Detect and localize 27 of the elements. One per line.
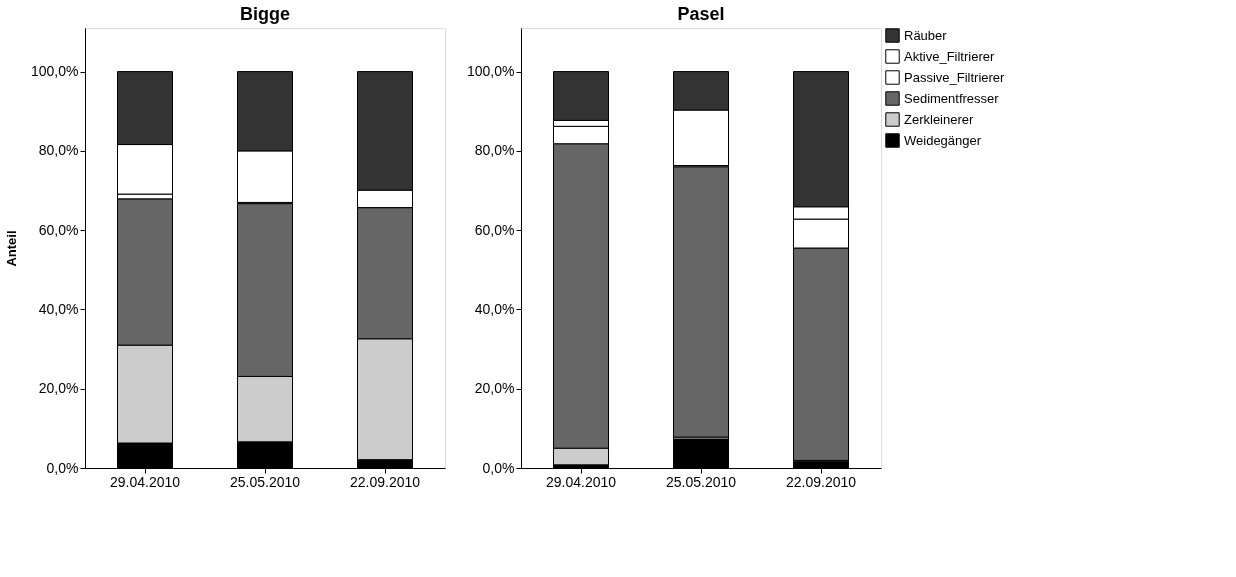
y-tick-label: 0,0% (46, 459, 79, 476)
y-tick-label: 80,0% (474, 142, 515, 159)
x-tick-label: 22.09.2010 (349, 473, 421, 490)
y-tick-label: 20,0% (38, 380, 79, 397)
legend-label: Zerkleinerer (904, 111, 975, 127)
y-tick-label: 60,0% (38, 221, 79, 238)
x-tick-label: 29.04.2010 (545, 473, 617, 490)
y-tick-label: 80,0% (38, 142, 79, 159)
y-tick-label: 0,0% (482, 459, 515, 476)
y-tick-label: 20,0% (474, 380, 515, 397)
x-tick-label: 29.04.2010 (109, 473, 181, 490)
chart-title: Bigge (239, 4, 291, 24)
y-tick-label: 40,0% (38, 300, 79, 317)
y-tick-label: 40,0% (474, 300, 515, 317)
x-tick-label: 25.05.2010 (665, 473, 737, 490)
x-tick-label: 25.05.2010 (229, 473, 301, 490)
legend-label: Weidegänger (904, 132, 982, 148)
legend-label: Räuber (904, 27, 948, 43)
legend-label: Aktive_Filtrierer (904, 48, 995, 64)
legend-label: Passive_Filtrierer (904, 69, 1006, 85)
legend-label: Sedimentfresser (904, 90, 1000, 106)
y-tick-label: 100,0% (31, 63, 79, 80)
y-axis-title: Anteil (4, 230, 20, 267)
chart-title: Pasel (677, 4, 725, 24)
y-tick-label: 100,0% (467, 63, 515, 80)
y-tick-label: 60,0% (474, 221, 515, 238)
x-tick-label: 22.09.2010 (785, 473, 857, 490)
